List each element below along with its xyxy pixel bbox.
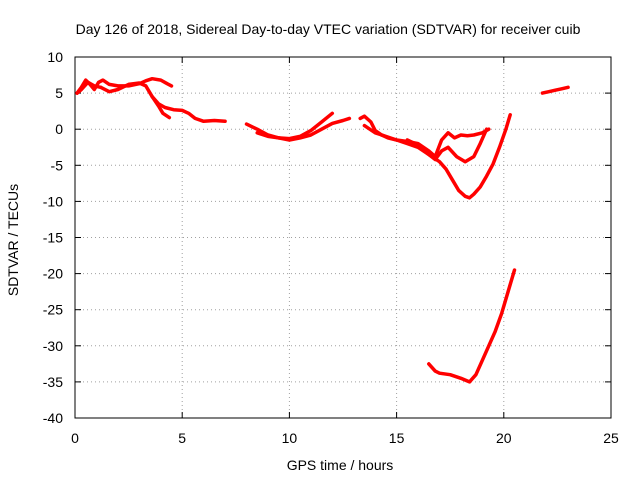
y-tick-label: -5 — [51, 157, 64, 173]
x-tick-label: 0 — [71, 430, 79, 446]
x-tick-label: 15 — [389, 430, 405, 446]
y-tick-label: -20 — [43, 266, 63, 282]
series-line-s6 — [255, 116, 352, 142]
series-line-s9 — [362, 113, 512, 200]
grid — [75, 57, 611, 418]
y-tick-label: -30 — [43, 338, 63, 354]
series-line-s10 — [427, 268, 517, 384]
series-line-s7 — [358, 114, 491, 159]
x-tick-label: 20 — [496, 430, 512, 446]
series-line-s2 — [75, 80, 103, 95]
ticks: 0 5 10 15 20 25 10 5 0 -5 -10 -15 -20 -25 -30 -35 -40 — [43, 49, 619, 446]
series-line-s4 — [150, 94, 172, 120]
y-tick-label: 10 — [47, 49, 63, 65]
x-tick-label: 5 — [178, 430, 186, 446]
series-line-s11 — [540, 85, 570, 95]
y-tick-label: -40 — [43, 410, 63, 426]
y-tick-label: -10 — [43, 193, 63, 209]
y-tick-label: 5 — [55, 85, 63, 101]
y-tick-label: 0 — [55, 121, 63, 137]
y-tick-label: -35 — [43, 374, 63, 390]
series-group — [75, 76, 570, 384]
chart-title: Day 126 of 2018, Sidereal Day-to-day VTE… — [76, 21, 581, 37]
y-tick-label: -25 — [43, 302, 63, 318]
y-tick-label: -15 — [43, 230, 63, 246]
y-axis-label: SDTVAR / TECUs — [5, 184, 21, 296]
x-axis-label: GPS time / hours — [287, 457, 394, 473]
series-line-s3 — [98, 81, 227, 124]
x-tick-label: 25 — [603, 430, 619, 446]
x-tick-label: 10 — [282, 430, 298, 446]
